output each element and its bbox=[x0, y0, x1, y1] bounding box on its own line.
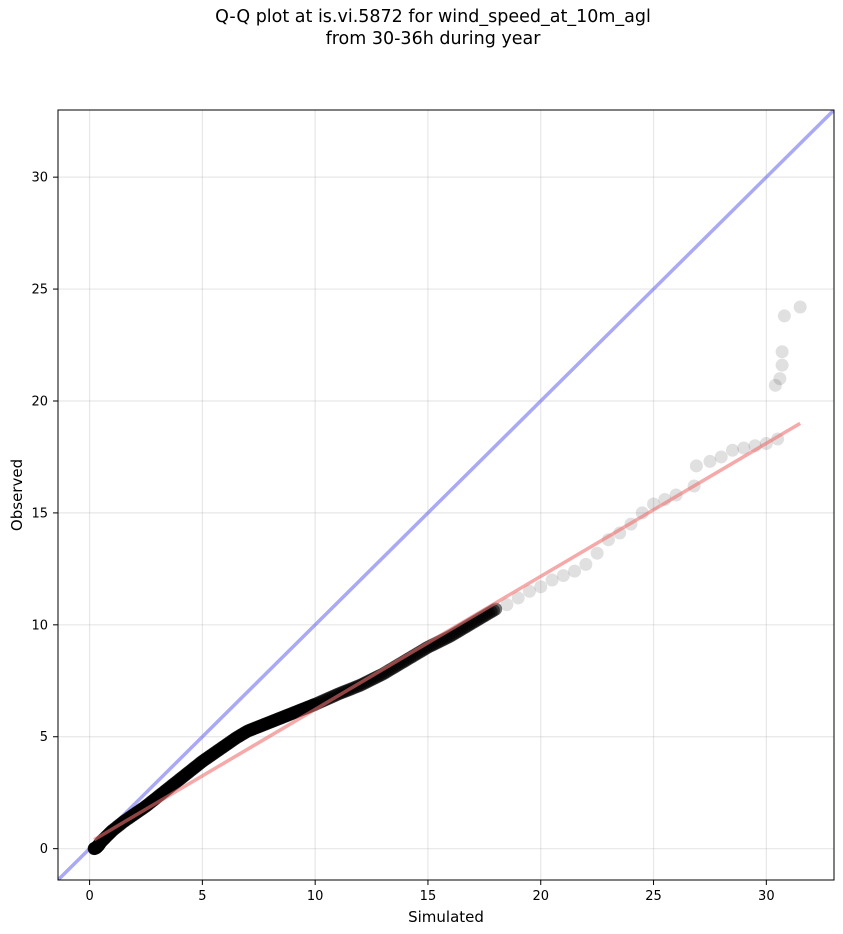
y-tick-label: 20 bbox=[31, 394, 48, 409]
data-points bbox=[87, 300, 807, 856]
x-tick-label: 5 bbox=[198, 889, 206, 904]
identity-line bbox=[58, 110, 834, 880]
y-tick-label: 30 bbox=[31, 171, 48, 186]
data-point-tail bbox=[556, 569, 570, 583]
x-axis-label: Simulated bbox=[408, 908, 484, 926]
data-point-tail bbox=[793, 300, 807, 314]
x-tick-label: 20 bbox=[532, 889, 549, 904]
data-point-tail bbox=[545, 573, 559, 587]
data-point-tail bbox=[768, 378, 782, 392]
x-tick-label: 10 bbox=[307, 889, 324, 904]
y-tick-label: 5 bbox=[40, 730, 48, 745]
data-point-tail bbox=[511, 591, 525, 605]
chart-title-line-2: from 30-36h during year bbox=[325, 29, 541, 49]
x-tick-label: 15 bbox=[420, 889, 437, 904]
x-tick-label: 0 bbox=[85, 889, 93, 904]
y-tick-label: 0 bbox=[40, 842, 48, 857]
y-tick-label: 10 bbox=[31, 618, 48, 633]
x-tick-label: 25 bbox=[645, 889, 662, 904]
data-point-tail bbox=[714, 450, 728, 464]
reference-lines bbox=[58, 110, 834, 880]
data-point-tail bbox=[689, 459, 703, 473]
grid bbox=[58, 110, 834, 880]
data-point-tail bbox=[579, 557, 593, 571]
data-point-tail bbox=[777, 309, 791, 323]
y-tick-label: 25 bbox=[31, 283, 48, 298]
data-point-tail bbox=[737, 441, 751, 455]
data-point-tail bbox=[775, 345, 789, 359]
data-point-tail bbox=[522, 584, 536, 598]
data-point-tail bbox=[500, 598, 514, 612]
y-axis-ticks: 0 5 10 15 20 25 30 bbox=[31, 171, 58, 857]
chart-title-line-1: Q-Q plot at is.vi.5872 for wind_speed_at… bbox=[215, 7, 651, 27]
plot-frame bbox=[57, 109, 835, 881]
x-axis-ticks: 0 5 10 15 20 25 30 bbox=[85, 880, 775, 904]
fit-line bbox=[93, 421, 802, 842]
chart-title: Q-Q plot at is.vi.5872 for wind_speed_at… bbox=[0, 6, 843, 50]
data-point-tail bbox=[590, 546, 604, 560]
data-point-tail bbox=[568, 564, 582, 578]
y-axis-label: Observed bbox=[8, 459, 26, 531]
data-point-tail bbox=[775, 358, 789, 372]
data-point-tail bbox=[773, 372, 787, 386]
data-point-tail bbox=[534, 580, 548, 594]
data-point-tail bbox=[725, 443, 739, 457]
x-tick-label: 30 bbox=[758, 889, 775, 904]
y-tick-label: 15 bbox=[31, 506, 48, 521]
data-point-tail bbox=[703, 454, 717, 468]
